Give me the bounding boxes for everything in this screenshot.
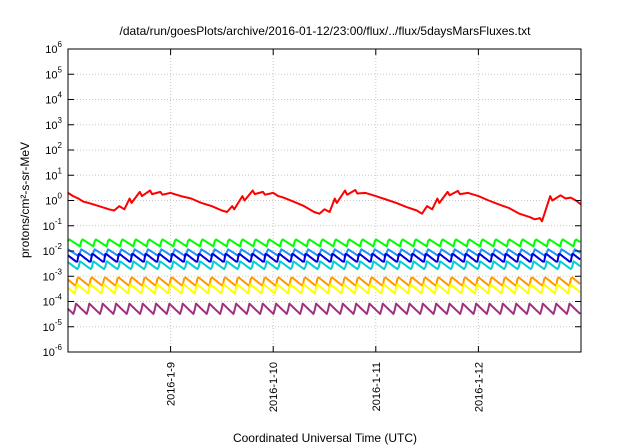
x-tick-label: 2016-1-11 (371, 362, 383, 411)
chart-title: /data/run/goesPlots/archive/2016-01-12/2… (120, 24, 532, 38)
grid (68, 49, 581, 352)
series-line (67, 260, 581, 271)
y-tick-label: 102 (45, 141, 62, 157)
series-line (67, 283, 581, 295)
x-tick-label: 2016-1-10 (268, 362, 280, 412)
x-axis-label: Coordinated Universal Time (UTC) (233, 431, 417, 445)
y-tick-label: 10-5 (43, 318, 63, 334)
y-tick-label: 101 (45, 166, 62, 182)
y-tick-label: 10-2 (43, 242, 63, 258)
series-line (67, 248, 581, 258)
series-line (67, 253, 581, 263)
y-tick-label: 100 (45, 192, 62, 208)
y-tick-label: 10-4 (43, 293, 63, 309)
y-tick-label: 103 (45, 116, 62, 132)
y-tick-label: 10-1 (43, 217, 63, 233)
series-line (67, 276, 581, 288)
y-tick-label: 106 (45, 40, 62, 56)
y-axis-label: protons/cm²-s-sr-MeV (18, 142, 32, 258)
y-tick-label: 105 (45, 65, 62, 81)
series-line (67, 238, 581, 248)
series-line (67, 189, 582, 223)
axes-ticks: 10-6 10-5 10-4 10-3 10-2 10-1 100 101 102 103 104 1… (43, 40, 581, 412)
y-tick-label: 10-6 (43, 343, 63, 359)
series-line (67, 302, 581, 315)
series-group (67, 189, 582, 315)
x-tick-label: 2016-1-9 (166, 362, 178, 406)
y-tick-label: 104 (45, 91, 62, 107)
y-tick-label: 10-3 (43, 267, 63, 283)
x-tick-label: 2016-1-12 (473, 362, 485, 412)
